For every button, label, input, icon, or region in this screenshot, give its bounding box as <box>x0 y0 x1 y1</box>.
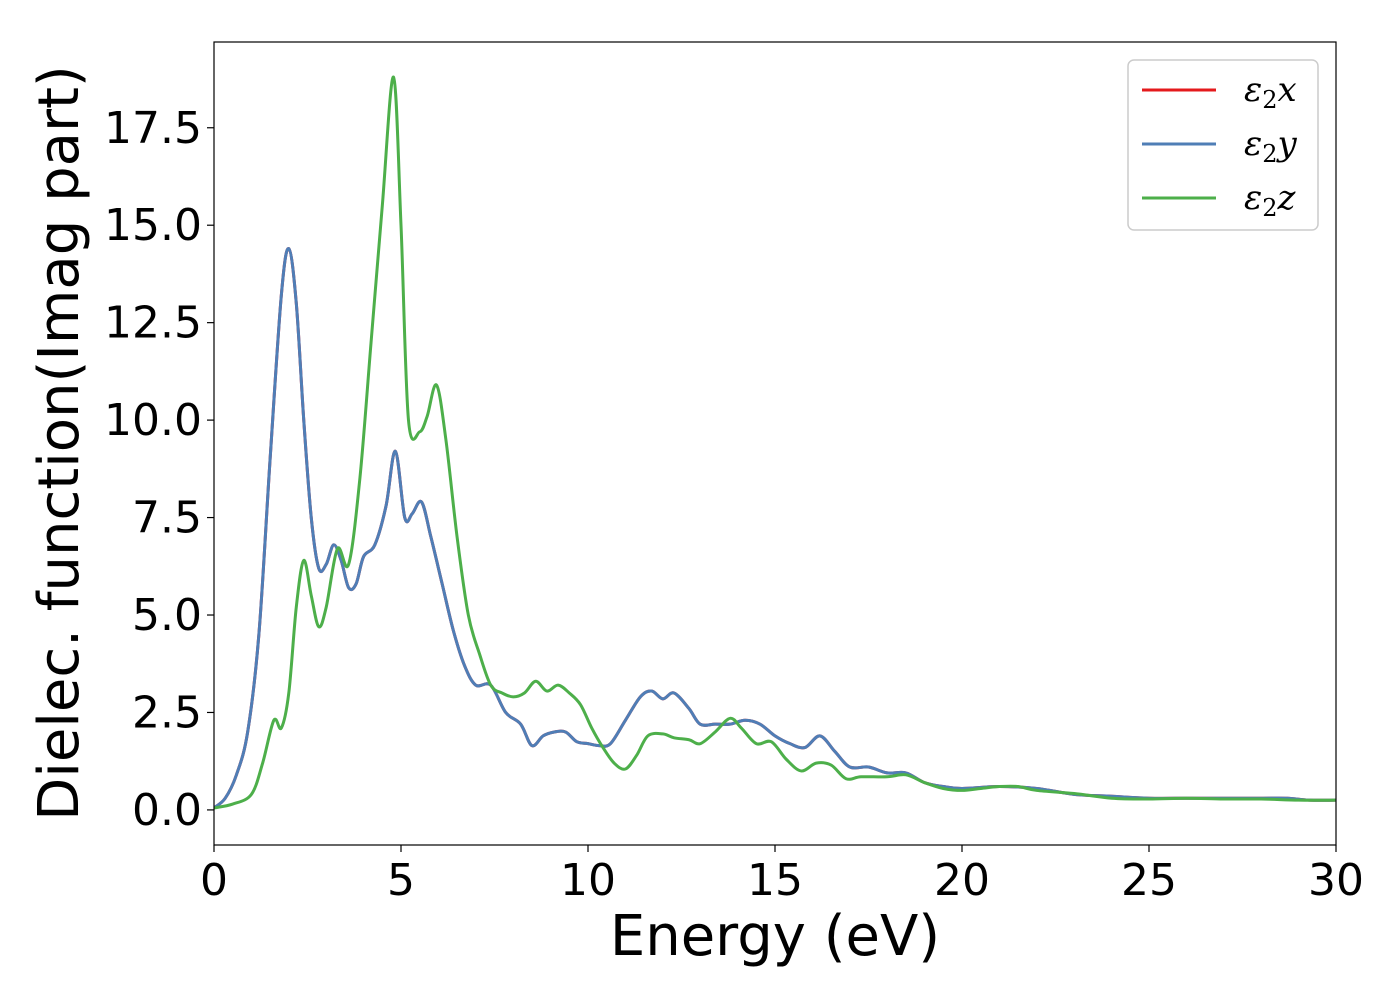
y-tick-label: 2.5 <box>132 687 202 738</box>
series-line-z <box>214 75 1336 810</box>
legend: ε2x ε2y ε2z <box>1127 59 1319 231</box>
plot-lines <box>214 75 1336 810</box>
y-tick-label: 5.0 <box>132 590 202 641</box>
x-tick-label: 15 <box>747 855 803 906</box>
y-tick-label: 12.5 <box>104 298 202 349</box>
legend-box <box>1127 59 1319 231</box>
legend-label-x: ε2x <box>1244 70 1297 114</box>
y-tick-label: 0.0 <box>132 785 202 836</box>
legend-label-z: ε2z <box>1244 178 1297 222</box>
x-tick-label: 25 <box>1121 855 1177 906</box>
x-tick-label: 20 <box>934 855 990 906</box>
x-tick-label: 10 <box>560 855 616 906</box>
y-tick-label: 15.0 <box>104 200 202 251</box>
x-axis-label: Energy (eV) <box>610 904 940 969</box>
x-tick-label: 0 <box>200 855 228 906</box>
y-axis-label: Dielec. function(Imag part) <box>27 65 92 821</box>
x-axis-ticks: 0 5 10 15 20 25 30 <box>200 845 1364 906</box>
x-tick-label: 5 <box>387 855 415 906</box>
y-axis-ticks: 0.0 2.5 5.0 7.5 10.0 12.5 15.0 17.5 <box>104 103 214 836</box>
legend-label-y: ε2y <box>1244 124 1298 168</box>
y-tick-label: 10.0 <box>104 395 202 446</box>
y-tick-label: 17.5 <box>104 103 202 154</box>
x-tick-label: 30 <box>1308 855 1364 906</box>
y-tick-label: 7.5 <box>132 493 202 544</box>
